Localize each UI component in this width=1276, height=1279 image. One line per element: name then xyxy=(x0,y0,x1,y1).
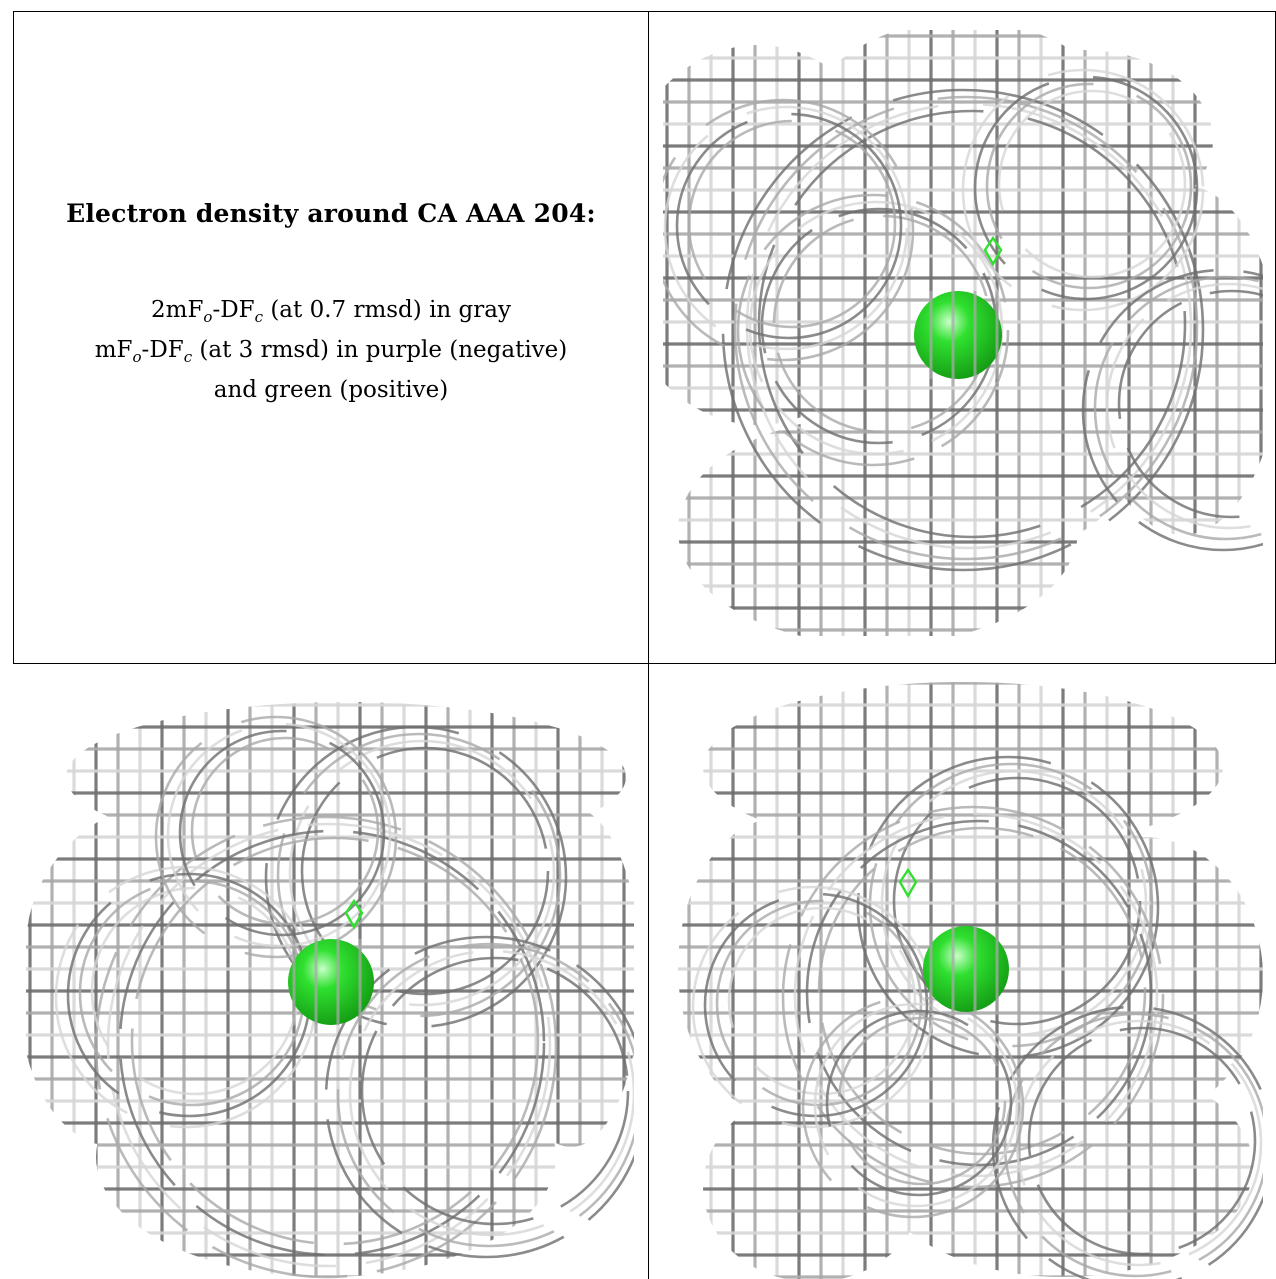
caption-line-2: mFo-DFc (at 3 rmsd) in purple (negative) xyxy=(95,334,568,374)
caption-line-2-post: (at 3 rmsd) in purple (negative) xyxy=(192,336,568,363)
caption-line-2-mid: -DF xyxy=(141,336,184,363)
caption-line-2-pre: mF xyxy=(94,336,133,363)
sphere-overlay-lines xyxy=(292,939,362,1025)
small-positive-density xyxy=(898,867,918,899)
caption-title: Electron density around CA AAA 204: xyxy=(66,198,596,228)
table-top-rule xyxy=(13,11,1276,12)
density-mesh-image-2 xyxy=(26,702,634,1279)
caption-line-3: and green (positive) xyxy=(213,376,449,403)
positive-density-sphere xyxy=(923,926,1009,1012)
mesh-contour-curves xyxy=(691,755,1263,1279)
small-positive-density xyxy=(344,898,364,930)
caption-line-2-sub-o: o xyxy=(132,347,142,366)
mesh-grid-lines xyxy=(678,682,1263,1279)
table-left-rule xyxy=(13,11,14,664)
mesh-contour-curves xyxy=(663,68,1263,572)
caption-line-2-sub-c: c xyxy=(183,347,193,366)
density-view-bottom-right xyxy=(663,677,1263,1279)
density-mesh-image-3 xyxy=(678,682,1263,1279)
caption-line-1-pre: 2mF xyxy=(151,296,204,323)
positive-density-sphere xyxy=(288,939,374,1025)
caption-line-1: 2mFo-DFc (at 0.7 rmsd) in gray xyxy=(151,294,511,334)
density-view-bottom-left xyxy=(26,677,634,1279)
table-middle-horizontal-rule xyxy=(13,663,1276,664)
table-middle-vertical-rule xyxy=(648,11,649,1279)
caption-line-1-post: (at 0.7 rmsd) in gray xyxy=(263,296,511,323)
caption-line-1-mid: -DF xyxy=(212,296,255,323)
density-mesh-image-1 xyxy=(663,30,1263,636)
density-view-top-right xyxy=(663,30,1263,636)
small-positive-density xyxy=(983,235,1003,267)
positive-density-sphere xyxy=(914,291,1002,379)
caption-line-1-sub-o: o xyxy=(203,307,213,326)
sphere-overlay-lines xyxy=(929,926,999,1012)
caption-cell: Electron density around CA AAA 204: 2mFo… xyxy=(14,12,648,663)
sphere-overlay-lines xyxy=(929,291,999,379)
caption-line-1-sub-c: c xyxy=(254,307,264,326)
